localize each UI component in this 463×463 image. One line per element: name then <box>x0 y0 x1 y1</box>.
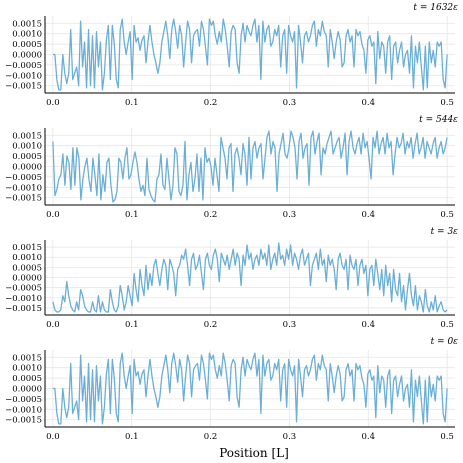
y-tick-label: 0.0010 <box>12 253 42 263</box>
y-tick-label: −0.0005 <box>5 395 42 405</box>
x-tick-label: 0.3 <box>283 98 297 108</box>
x-tick-label: 0.3 <box>283 210 297 220</box>
x-tick-label: 0.5 <box>440 432 454 442</box>
x-tick-label: 0.5 <box>440 210 454 220</box>
x-axis-label: Position [L] <box>219 446 289 460</box>
x-tick-label: 0.0 <box>46 432 60 442</box>
series-line <box>52 242 448 313</box>
y-tick-label: 0.0005 <box>12 40 42 50</box>
panel-title: t = 544ε <box>419 115 458 125</box>
x-tick-label: 0.4 <box>362 320 376 330</box>
panel-title: t = 0ε <box>431 337 459 347</box>
y-tick-label: 0.0015 <box>12 353 42 363</box>
x-tick-label: 0.4 <box>362 432 376 442</box>
x-tick-label: 0.2 <box>204 320 218 330</box>
y-tick-label: 0.0010 <box>12 142 42 152</box>
x-tick-label: 0.2 <box>204 210 218 220</box>
x-tick-label: 0.1 <box>125 320 139 330</box>
x-tick-label: 0.1 <box>125 98 139 108</box>
y-tick-label: −0.0010 <box>5 294 42 304</box>
panels: 0.00150.00100.00050.0000−0.0005−0.0010−0… <box>5 3 458 442</box>
y-tick-label: −0.0015 <box>5 304 42 314</box>
y-tick-label: 0.0005 <box>12 374 42 384</box>
x-tick-label: 0.4 <box>362 98 376 108</box>
y-tick-label: 0.0015 <box>12 243 42 253</box>
series-line <box>52 18 448 91</box>
y-tick-label: −0.0010 <box>5 183 42 193</box>
panel-1: 0.00150.00100.00050.0000−0.0005−0.0010−0… <box>5 3 458 108</box>
panel-4: 0.00150.00100.00050.0000−0.0005−0.0010−0… <box>5 337 458 442</box>
y-tick-label: −0.0015 <box>5 194 42 204</box>
y-tick-label: 0.0005 <box>12 263 42 273</box>
y-tick-label: −0.0010 <box>5 71 42 81</box>
y-tick-label: 0.0000 <box>12 163 42 173</box>
y-tick-label: 0.0000 <box>12 274 42 284</box>
x-tick-label: 0.4 <box>362 210 376 220</box>
series-line <box>52 130 448 203</box>
y-tick-label: 0.0015 <box>12 19 42 29</box>
panel-3: 0.00150.00100.00050.0000−0.0005−0.0010−0… <box>5 227 458 330</box>
panel-2: 0.00150.00100.00050.0000−0.0005−0.0010−0… <box>5 115 458 220</box>
y-tick-label: −0.0010 <box>5 405 42 415</box>
y-tick-label: −0.0005 <box>5 173 42 183</box>
x-tick-label: 0.0 <box>46 210 60 220</box>
x-tick-label: 0.5 <box>440 320 454 330</box>
x-tick-label: 0.3 <box>283 432 297 442</box>
x-tick-label: 0.2 <box>204 432 218 442</box>
x-tick-label: 0.1 <box>125 432 139 442</box>
y-tick-label: 0.0015 <box>12 131 42 141</box>
x-tick-label: 0.1 <box>125 210 139 220</box>
y-tick-label: 0.0000 <box>12 51 42 61</box>
x-tick-label: 0.2 <box>204 98 218 108</box>
series-line <box>52 352 448 425</box>
y-tick-label: 0.0010 <box>12 30 42 40</box>
panel-title: t = 1632ε <box>413 3 458 13</box>
y-tick-label: −0.0005 <box>5 284 42 294</box>
y-tick-label: 0.0005 <box>12 152 42 162</box>
y-tick-label: −0.0015 <box>5 82 42 92</box>
x-tick-label: 0.0 <box>46 98 60 108</box>
x-tick-label: 0.5 <box>440 98 454 108</box>
y-tick-label: −0.0015 <box>5 416 42 426</box>
y-tick-label: −0.0005 <box>5 61 42 71</box>
x-tick-label: 0.0 <box>46 320 60 330</box>
panel-title: t = 3ε <box>431 227 459 237</box>
y-tick-label: 0.0000 <box>12 385 42 395</box>
y-tick-label: 0.0010 <box>12 364 42 374</box>
x-tick-label: 0.3 <box>283 320 297 330</box>
